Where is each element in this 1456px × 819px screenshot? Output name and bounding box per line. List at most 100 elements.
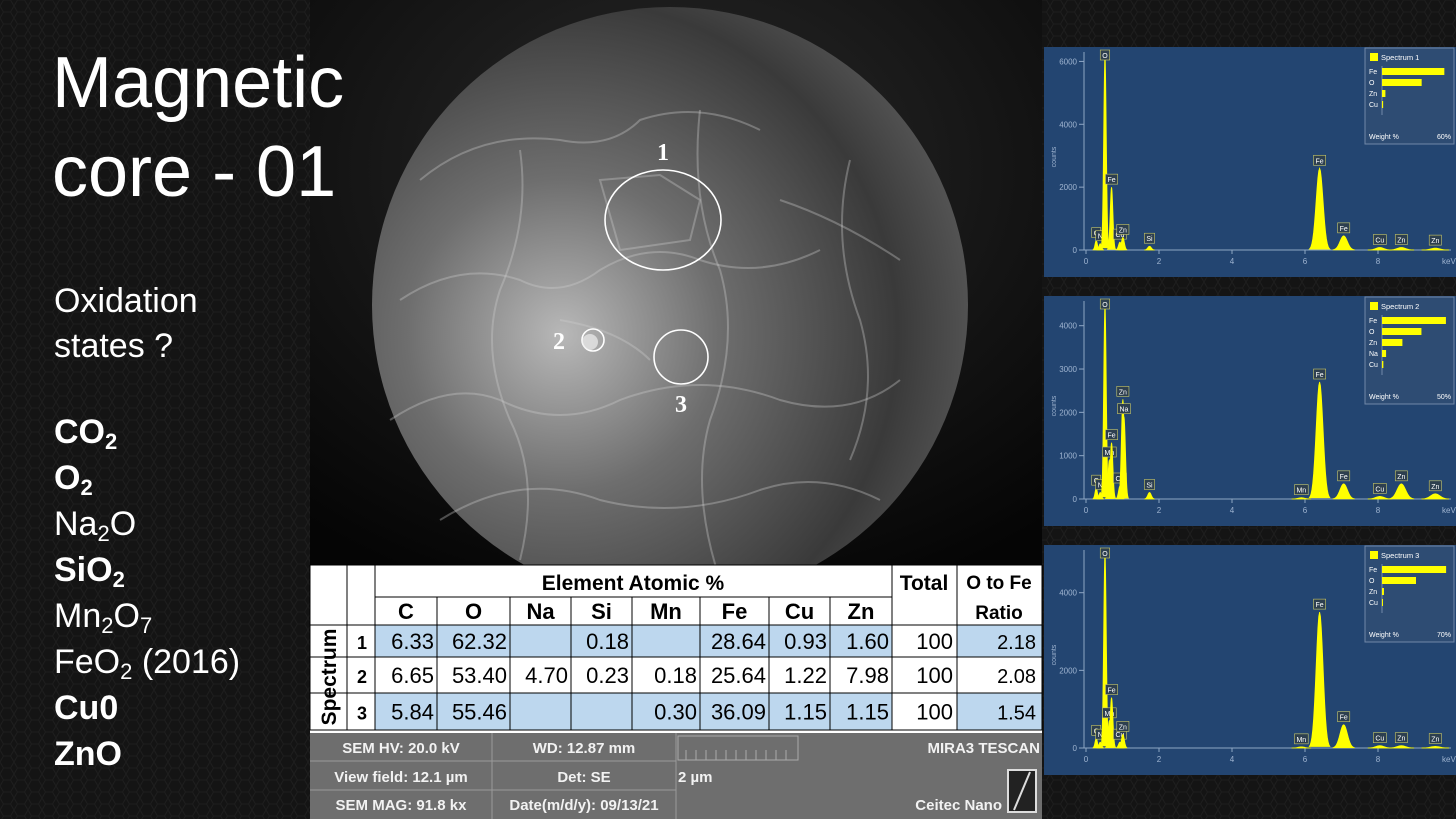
y-tick-label: 4000 xyxy=(1059,589,1077,598)
peak-label-box xyxy=(1313,368,1326,380)
region-outline xyxy=(581,328,605,352)
peak-label: N xyxy=(1098,483,1103,490)
peak-label: Zn xyxy=(1431,238,1439,245)
formula-part: O xyxy=(110,505,136,543)
legend-box xyxy=(1364,47,1455,145)
peak-label-box xyxy=(1294,484,1309,496)
sem-image: 1 2 3 xyxy=(310,0,1042,565)
peak-label: Zn xyxy=(1431,736,1439,743)
sem-info-bar: SEM HV: 20.0 kV WD: 12.87 mm MIRA3 TESCAN V… xyxy=(310,733,1042,819)
compound: SiO2 xyxy=(54,551,125,592)
peak xyxy=(1144,492,1155,500)
peak-label-box xyxy=(1337,711,1351,723)
weight-element: Fe xyxy=(1369,69,1377,76)
peak-label: Mn xyxy=(1296,488,1306,495)
peak-label-box xyxy=(1394,732,1408,743)
subscript: 2 xyxy=(105,429,117,454)
weight-element: O xyxy=(1369,329,1375,336)
region-label: 2 xyxy=(553,329,565,355)
peak-label: N xyxy=(1098,234,1103,241)
weight-bar xyxy=(1382,101,1384,108)
peak-label: Fe xyxy=(1107,433,1115,440)
region-outline xyxy=(653,329,709,385)
formula-part: Na xyxy=(54,505,98,543)
peak-label-box xyxy=(1105,173,1118,185)
column-header: Na xyxy=(526,599,555,624)
peak-label: Fe xyxy=(1316,602,1324,609)
peak xyxy=(1118,236,1128,251)
peak xyxy=(1118,733,1128,749)
particle-speck xyxy=(582,334,598,350)
x-tick-label: 2 xyxy=(1157,506,1162,515)
info-text: SEM HV: 20.0 kV xyxy=(342,740,460,757)
table-cell: 100 xyxy=(916,629,953,654)
compound: Na2O xyxy=(54,505,136,546)
grain-boundaries xyxy=(389,109,901,565)
peak-label: Fe xyxy=(1316,158,1324,165)
table-cell: 5.84 xyxy=(391,700,434,725)
peak-label-box xyxy=(1117,403,1131,414)
peak-label: Zn xyxy=(1119,724,1127,731)
table-cell: 36.09 xyxy=(711,700,766,725)
table-cell: 100 xyxy=(916,663,953,688)
peak-label-box xyxy=(1144,479,1155,490)
row-shade xyxy=(957,693,1042,730)
peak xyxy=(1332,235,1355,251)
peak-label-box xyxy=(1394,470,1408,482)
logo xyxy=(1007,769,1037,813)
y-tick-label: 6000 xyxy=(1059,57,1077,66)
weight-max: 70% xyxy=(1437,632,1451,639)
peak-label: Zn xyxy=(1397,237,1405,244)
peak-label: Zn xyxy=(1119,389,1127,396)
table-cell: 0.93 xyxy=(784,629,827,654)
peak-label-box xyxy=(1102,446,1117,458)
y-tick-label: 0 xyxy=(1073,246,1078,255)
ratio-header: O to Fe xyxy=(966,573,1031,594)
peak-label-box xyxy=(1337,470,1351,482)
y-tick-label: 4000 xyxy=(1059,322,1077,331)
weight-bar xyxy=(1382,68,1445,75)
peak-label: O xyxy=(1102,551,1108,558)
compound: ZnO xyxy=(54,735,122,773)
x-axis-label: keV xyxy=(1442,506,1456,515)
formula-part: FeO xyxy=(54,643,120,681)
x-tick-label: 0 xyxy=(1084,257,1089,266)
peak xyxy=(1388,745,1415,749)
table-cell: 25.64 xyxy=(711,663,766,688)
y-axis-label: counts xyxy=(1051,395,1058,416)
y-tick-label: 0 xyxy=(1073,744,1078,753)
info-text: 2 µm xyxy=(678,769,713,786)
spectrum-panel: 020004000600002468keVcountsCNOFeCuZnSiFe… xyxy=(1044,47,1456,277)
peak-label: Fe xyxy=(1316,372,1324,379)
weight-bar xyxy=(1382,79,1422,86)
peak-label-box xyxy=(1313,598,1326,610)
info-text: Date(m/d/y): 09/13/21 xyxy=(509,797,658,814)
formula-part: ZnO xyxy=(54,735,122,773)
peak xyxy=(1388,483,1415,500)
peak xyxy=(1332,724,1355,749)
column-header: O xyxy=(465,599,482,624)
formula-part: (2016) xyxy=(132,643,240,681)
compound: Mn2O7 xyxy=(54,597,152,638)
peak-label-box xyxy=(1313,154,1326,166)
subscript: 7 xyxy=(140,613,152,638)
peak xyxy=(1118,416,1129,499)
peak-label-box xyxy=(1144,232,1155,244)
column-header: Fe xyxy=(722,599,748,624)
spectrum-panel: 02000400002468keVcountsCNOMnFeCuZnMnFeFe… xyxy=(1044,545,1456,775)
legend-swatch xyxy=(1370,53,1378,61)
table-cell: 1.15 xyxy=(784,700,827,725)
composition-table: Element Atomic % Total O to Fe Ratio C O Na Si M… xyxy=(309,564,1043,733)
peak-label: Cu xyxy=(1375,237,1384,244)
weight-bar xyxy=(1382,328,1422,335)
weight-label: Weight % xyxy=(1369,632,1399,639)
x-tick-label: 4 xyxy=(1230,506,1235,515)
question: Oxidation xyxy=(54,282,198,320)
peak xyxy=(1096,741,1105,749)
question: states ? xyxy=(54,327,173,365)
weight-element: Cu xyxy=(1369,102,1378,109)
peak-label: Si xyxy=(1146,236,1153,243)
weight-element: Zn xyxy=(1369,589,1377,596)
peak xyxy=(1106,442,1117,499)
y-tick-label: 2000 xyxy=(1059,408,1077,417)
